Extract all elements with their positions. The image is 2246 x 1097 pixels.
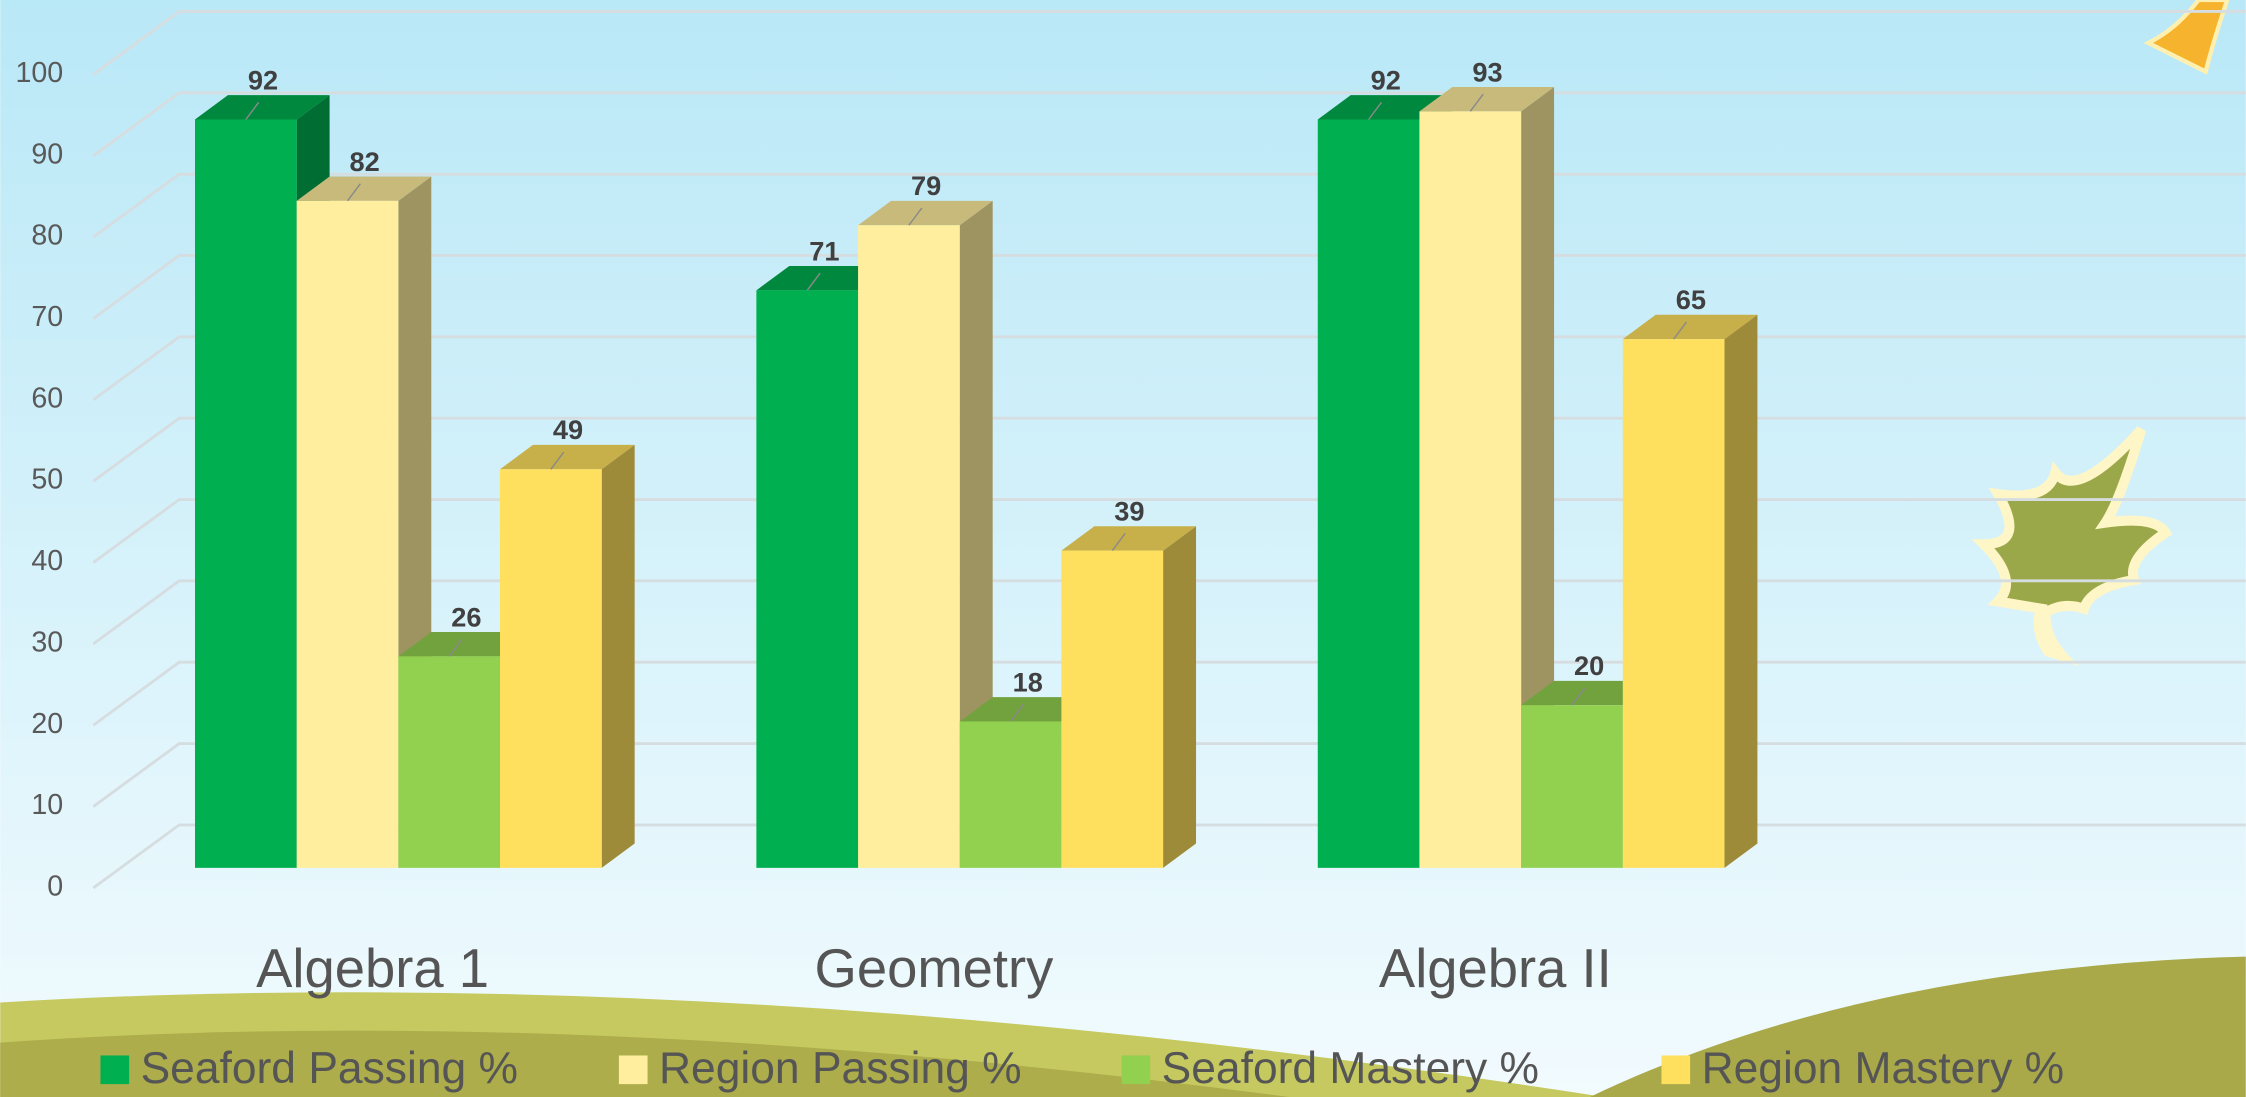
x-tick-label: Algebra II [1379, 938, 1612, 999]
label-leader [908, 207, 923, 226]
y-tick-label: 10 [31, 789, 63, 821]
y-tick-label: 30 [31, 626, 63, 658]
data-label: 79 [911, 170, 941, 201]
grid-line [92, 254, 2246, 320]
legend-label: Seaford Passing % [141, 1044, 518, 1093]
data-label: 92 [1371, 64, 1401, 95]
leaf-decoration [1971, 0, 2230, 666]
y-tick-label: 50 [31, 464, 63, 496]
hill [1589, 956, 2246, 1097]
bar-top [1061, 526, 1197, 551]
legend: Seaford Passing % Region Passing % Seaford… [100, 1044, 2064, 1093]
bar-top [1317, 95, 1453, 120]
bar-top [1622, 314, 1758, 340]
bar [398, 656, 501, 868]
bar-side [601, 444, 635, 868]
legend-swatch [1661, 1055, 1691, 1085]
label-leader [806, 272, 821, 291]
bar [296, 200, 399, 868]
label-leader [1673, 321, 1688, 340]
grid-line [92, 10, 2246, 76]
y-tick-label: 0 [47, 870, 63, 902]
legend-label: Seaford Mastery % [1162, 1044, 1539, 1093]
label-leader [1469, 93, 1484, 112]
label-leader [550, 451, 565, 470]
bar [1419, 111, 1522, 868]
y-tick-label: 80 [31, 220, 63, 252]
bar-top [1419, 87, 1555, 112]
legend-label: Region Passing % [659, 1044, 1022, 1093]
label-leader [245, 101, 260, 120]
grid-line [92, 498, 2246, 564]
legend-label: Region Mastery % [1702, 1044, 2065, 1093]
label-leader [1571, 687, 1586, 706]
x-tick-label: Geometry [815, 938, 1055, 999]
y-tick-label: 90 [31, 138, 63, 170]
bar-top [500, 444, 635, 470]
label-leader [1111, 533, 1126, 552]
bar [756, 290, 859, 868]
data-label: 82 [350, 146, 380, 177]
y-tick-label: 100 [15, 57, 63, 89]
bar-top [296, 176, 432, 201]
bars: Algebra 1 92 82 26 49 Geometry 71 79 18 39 Algebra… [194, 56, 1758, 999]
grid-line [92, 335, 2246, 402]
data-label: 93 [1472, 56, 1502, 87]
data-label: 18 [1013, 666, 1043, 697]
bar [858, 225, 960, 868]
y-tick-label: 20 [31, 708, 63, 740]
label-leader [1010, 703, 1025, 722]
grid-line [92, 416, 2246, 483]
data-label: 20 [1574, 650, 1604, 681]
bar [500, 469, 602, 868]
bar-side [1163, 526, 1197, 868]
data-label: 49 [553, 414, 583, 445]
label-leader [1368, 101, 1383, 120]
y-tick-label: 40 [31, 545, 63, 577]
y-tick-label: 60 [31, 382, 63, 414]
legend-swatch [1121, 1055, 1151, 1085]
bar-top [194, 95, 330, 120]
bar-top [959, 697, 1095, 722]
data-label: 71 [809, 235, 839, 266]
bar-top [1521, 680, 1656, 706]
data-label: 65 [1676, 284, 1706, 315]
grid-line [92, 172, 2246, 239]
label-leader [346, 183, 361, 202]
data-label: 92 [248, 64, 278, 95]
bar [1061, 550, 1164, 868]
bar-top [858, 200, 993, 226]
grid-line [92, 660, 2246, 727]
grid-line [92, 579, 2246, 646]
bar [1622, 339, 1725, 868]
bar [1317, 119, 1420, 868]
bar-side [1521, 87, 1555, 868]
bar-side [1724, 314, 1758, 868]
x-tick-label: Algebra 1 [256, 938, 489, 999]
bar [959, 721, 1062, 868]
y-tick-label: 70 [31, 301, 63, 333]
bar [194, 119, 297, 868]
bar-side [959, 200, 993, 868]
grid-line [92, 91, 2246, 157]
bar-top [756, 265, 891, 291]
legend-swatch [100, 1055, 130, 1085]
data-label: 26 [451, 601, 481, 632]
label-leader [448, 638, 463, 657]
bar [1521, 705, 1623, 868]
data-label: 39 [1114, 496, 1144, 527]
bar-top [398, 632, 533, 657]
legend-swatch [618, 1055, 648, 1085]
